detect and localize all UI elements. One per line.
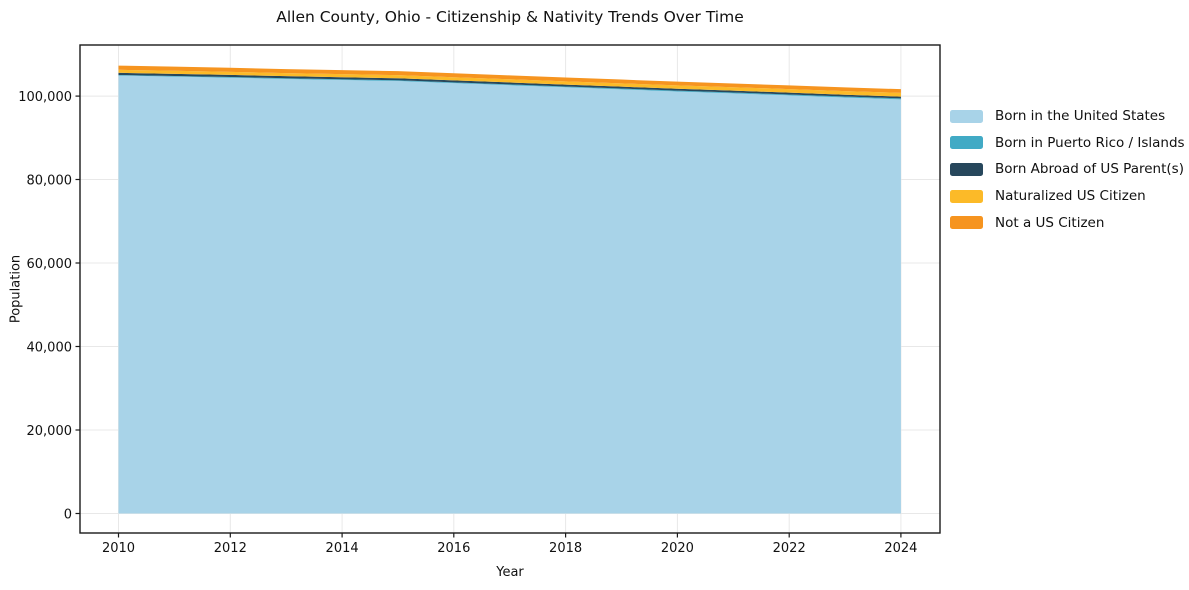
area-naturalized-us-citizen: [118, 69, 901, 97]
legend-swatch-icon: [950, 136, 983, 150]
x-tick-label: 2010: [102, 541, 135, 556]
x-tick-label: 2016: [437, 541, 470, 556]
x-tick-label: 2020: [661, 541, 694, 556]
legend-label: Naturalized US Citizen: [995, 188, 1146, 205]
plot-frame: [79, 44, 941, 534]
y-tick-label: 80,000: [27, 173, 73, 188]
x-tick-label: 2022: [773, 541, 806, 556]
x-tick-label: 2012: [214, 541, 247, 556]
legend-item-born-in-the-united-states: Born in the United States: [950, 103, 1185, 130]
legend-item-not-a-us-citizen: Not a US Citizen: [950, 209, 1185, 236]
x-tick-label: 2014: [326, 541, 359, 556]
legend-swatch-icon: [950, 109, 983, 123]
y-tick-label: 100,000: [18, 90, 72, 105]
y-tick-label: 0: [64, 507, 72, 522]
x-axis-label: Year: [496, 565, 524, 580]
chart-title: Allen County, Ohio - Citizenship & Nativ…: [276, 8, 744, 26]
y-tick-label: 60,000: [27, 257, 73, 272]
area-not-a-us-citizen: [118, 65, 901, 93]
legend-item-naturalized-us-citizen: Naturalized US Citizen: [950, 183, 1185, 210]
legend-label: Born in Puerto Rico / Islands: [995, 134, 1185, 151]
legend-label: Not a US Citizen: [995, 214, 1105, 231]
area-born-abroad-of-us-parent-s: [118, 72, 901, 99]
area-born-in-the-united-states: [118, 75, 901, 514]
y-tick-label: 40,000: [27, 340, 73, 355]
legend-label: Born Abroad of US Parent(s): [995, 161, 1184, 178]
legend-item-born-in-puerto-rico-islands: Born in Puerto Rico / Islands: [950, 130, 1185, 157]
x-tick-label: 2024: [884, 541, 917, 556]
y-tick-label: 20,000: [27, 424, 73, 439]
y-axis-label: Population: [8, 254, 24, 324]
legend-label: Born in the United States: [995, 108, 1166, 125]
legend-swatch-icon: [950, 216, 983, 230]
x-tick-label: 2018: [549, 541, 582, 556]
legend-item-born-abroad-of-us-parent-s: Born Abroad of US Parent(s): [950, 156, 1185, 183]
legend-swatch-icon: [950, 162, 983, 176]
legend: Born in the United States Born in Puerto …: [950, 103, 1185, 236]
legend-swatch-icon: [950, 189, 983, 203]
